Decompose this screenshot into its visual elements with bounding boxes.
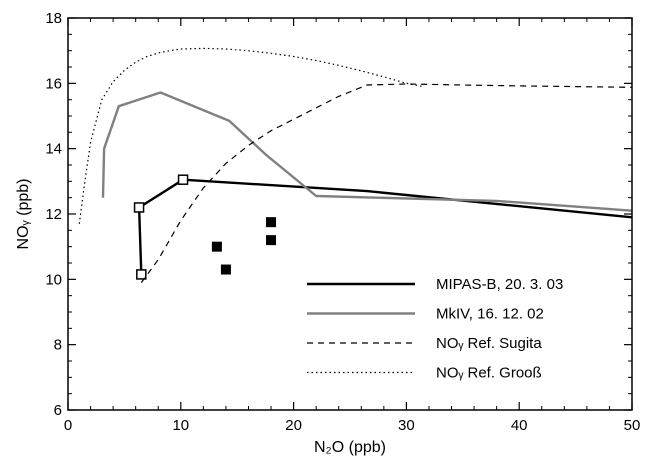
legend-label: NOᵧ Ref. Sugita <box>436 335 542 352</box>
scatter-point <box>220 264 231 275</box>
series-line-mipas-b-20-3-03 <box>137 178 633 275</box>
plot-area <box>78 47 633 283</box>
open-square-marker <box>133 202 145 213</box>
open-square-marker <box>136 269 147 280</box>
y-tick-label: 16 <box>45 75 62 92</box>
y-tick-label: 18 <box>45 10 62 27</box>
open-square-marker <box>177 174 189 185</box>
legend: MIPAS-B, 20. 3. 03 MkIV, 16. 12. 02 NOᵧ Re… <box>307 276 563 382</box>
scatter-point <box>211 241 222 252</box>
x-tick-label: 0 <box>64 417 72 434</box>
y-tick-label: 10 <box>45 271 62 288</box>
y-tick-label: 6 <box>54 402 62 419</box>
series-line-mkiv-16-12-02 <box>101 91 633 212</box>
y-axis-label: NOᵧ (ppb) <box>15 179 32 250</box>
x-tick-label: 40 <box>511 417 528 434</box>
scatter-point <box>266 217 277 228</box>
y-tick-label: 12 <box>45 206 62 223</box>
legend-label: MkIV, 16. 12. 02 <box>436 306 544 323</box>
series-line-no-ref-sugita <box>140 83 633 283</box>
x-tick-label: 50 <box>624 417 641 434</box>
x-axis-label: N₂O (ppb) <box>314 439 386 456</box>
legend-label: MIPAS-B, 20. 3. 03 <box>436 276 563 293</box>
x-tick-label: 10 <box>172 417 189 434</box>
y-tick-label: 14 <box>45 141 62 158</box>
x-tick-label: 20 <box>285 417 302 434</box>
x-tick-label: 30 <box>398 417 415 434</box>
ticks: 0 10 20 30 40 50 6 8 10 12 14 16 18 <box>45 10 640 434</box>
scatter-point <box>266 235 277 246</box>
axes <box>67 17 633 411</box>
y-tick-label: 8 <box>54 337 62 354</box>
legend-label: NOᵧ Ref. Grooß <box>436 365 542 382</box>
plot-frame <box>67 17 633 411</box>
